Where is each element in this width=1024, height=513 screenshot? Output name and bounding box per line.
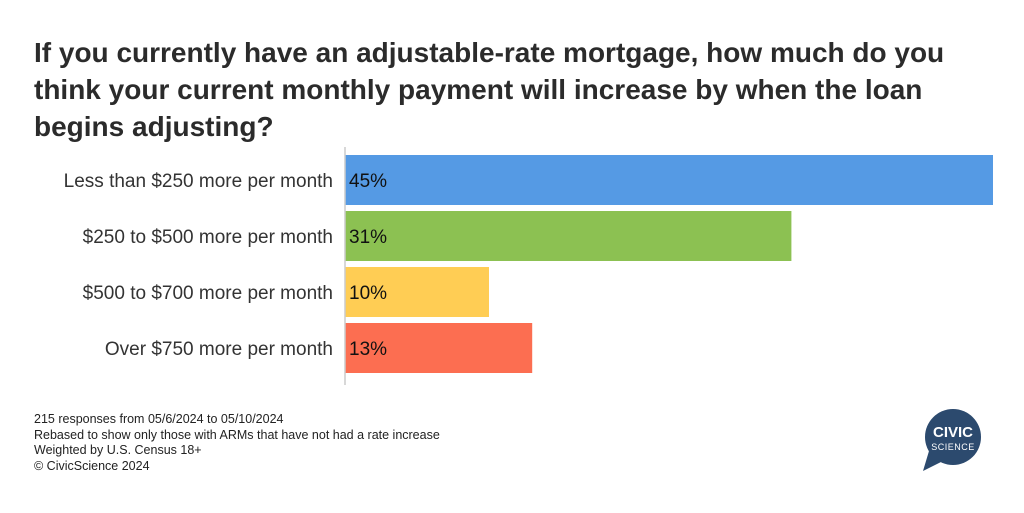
- footnotes: 215 responses from 05/6/2024 to 05/10/20…: [34, 412, 440, 474]
- category-label-1: Less than $250 more per month: [64, 171, 333, 192]
- value-label-2: 31%: [349, 227, 387, 248]
- footnote-copyright: © CivicScience 2024: [34, 458, 150, 473]
- category-label-2: $250 to $500 more per month: [83, 227, 333, 248]
- bar-chart: Less than $250 more per month 45% $250 to …: [64, 147, 993, 385]
- footnote-rebased: Rebased to show only those with ARMs tha…: [34, 427, 440, 442]
- value-label-3: 10%: [349, 283, 387, 304]
- footnote-weighting: Weighted by U.S. Census 18+: [34, 443, 202, 457]
- logo-text-science: SCIENCE: [931, 442, 975, 452]
- civicscience-logo: CIVIC SCIENCE: [923, 409, 981, 471]
- value-label-4: 13%: [349, 339, 387, 360]
- category-label-3: $500 to $700 more per month: [83, 283, 333, 304]
- category-label-4: Over $750 more per month: [105, 339, 333, 360]
- value-label-1: 45%: [349, 171, 387, 192]
- bar-3: [345, 267, 489, 317]
- bar-1: [345, 155, 993, 205]
- bar-4: [345, 323, 533, 373]
- bar-2: [345, 211, 792, 261]
- logo-speech-tail: [923, 451, 943, 471]
- chart-title: If you currently have an adjustable-rate…: [34, 37, 945, 142]
- logo-text-civic: CIVIC: [933, 424, 973, 441]
- footnote-responses: 215 responses from 05/6/2024 to 05/10/20…: [34, 412, 284, 426]
- logo-badge: [925, 409, 981, 465]
